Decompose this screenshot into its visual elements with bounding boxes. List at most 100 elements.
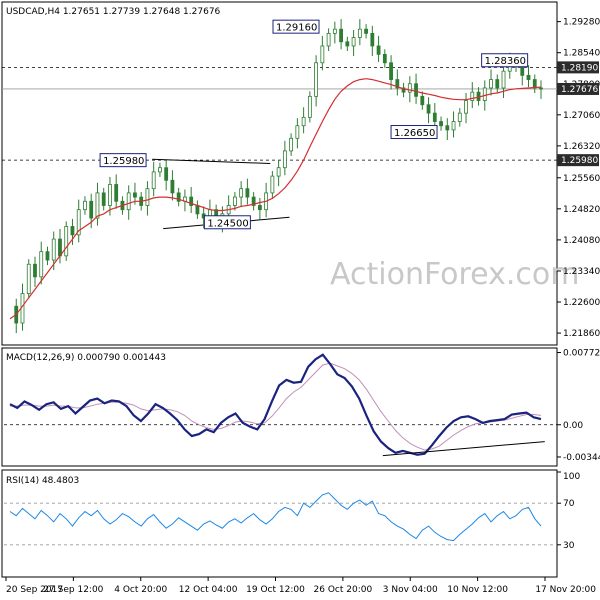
rsi-panel-frame <box>1 469 558 578</box>
rsi-axis: 100 70 30 <box>557 471 580 551</box>
price-tag-label: 1.25980 <box>561 156 598 166</box>
macd-line <box>9 353 542 456</box>
candle-body <box>39 251 44 278</box>
price-callout-box <box>99 153 147 168</box>
candle-body <box>401 87 406 93</box>
candle-body <box>457 112 462 122</box>
price-axis: 1.292801.285401.278001.270601.263201.255… <box>557 18 600 339</box>
rsi-tick-label: 70 <box>563 499 575 509</box>
rsi-panel-title: RSI(14) 48.4803 <box>6 476 79 486</box>
candle-body <box>414 83 418 97</box>
price-tick-label: 1.25560 <box>563 174 600 184</box>
price-callout: 1.25980 <box>99 153 147 168</box>
price-tag: 1.25980 <box>557 154 599 167</box>
candle-body <box>382 53 387 64</box>
candle-body <box>364 28 368 34</box>
candle-body <box>432 112 437 122</box>
watermark: ActionForex.com <box>330 257 579 292</box>
price-tag: 1.28190 <box>557 61 599 74</box>
price-callout-label: 1.29160 <box>276 23 317 34</box>
candle-body <box>64 226 69 257</box>
candle-body <box>145 188 150 206</box>
candle-body <box>289 137 294 152</box>
macd-axis: 0.007728 0.00 -0.003448 <box>557 349 600 463</box>
candle-body <box>276 167 281 177</box>
candle-body <box>451 121 456 131</box>
price-tag: 1.27676 <box>557 82 599 95</box>
candle-body <box>295 125 300 139</box>
moving-average-line <box>9 78 542 320</box>
candle-body <box>389 62 393 80</box>
candle-body <box>45 251 50 261</box>
price-panel: USDCAD,H4 1.27651 1.27739 1.27648 1.2767… <box>1 1 600 346</box>
candle-body <box>26 263 31 295</box>
price-panel-title: USDCAD,H4 1.27651 1.27739 1.27648 1.2767… <box>6 7 221 17</box>
macd-tick-label: 0.00 <box>563 421 583 431</box>
time-tick-label: 12 Oct 04:00 <box>179 585 238 595</box>
time-tick-label: 4 Oct 20:00 <box>114 585 167 595</box>
candle-body <box>170 179 175 194</box>
candle-body <box>251 196 256 206</box>
candle-body <box>464 100 468 114</box>
price-tick-label: 1.24080 <box>563 236 600 246</box>
candle-body <box>357 28 362 38</box>
candle-body <box>489 79 493 89</box>
candle-body <box>526 74 531 80</box>
candle-body <box>158 167 162 173</box>
price-callout-box <box>272 19 320 34</box>
candle-body <box>164 167 169 181</box>
candle-body <box>532 79 537 89</box>
price-tick-label: 1.24820 <box>563 205 600 215</box>
price-tick-label: 1.23340 <box>563 267 600 277</box>
price-callout: 1.28360 <box>481 53 529 68</box>
price-callout-label: 1.28360 <box>485 56 526 67</box>
price-tag-label: 1.28190 <box>561 63 598 73</box>
candle-body <box>76 209 81 236</box>
candle-body <box>51 238 56 261</box>
time-tick-label: 19 Oct 12:00 <box>246 585 305 595</box>
price-callouts: 1.29160 1.28360 1.26650 1.25980 1.24500 <box>99 19 529 230</box>
candle-body <box>395 79 400 89</box>
candle-body <box>420 95 425 106</box>
candle-body <box>108 184 112 206</box>
rsi-line <box>9 492 542 542</box>
candle-body <box>151 171 156 190</box>
candle-body <box>439 121 443 127</box>
candle-body <box>176 192 181 202</box>
price-callout-label: 1.26650 <box>394 128 435 139</box>
candle-body <box>257 205 262 211</box>
candle-body <box>445 125 450 131</box>
candle-body <box>270 175 275 194</box>
candle-body <box>339 28 343 43</box>
time-tick-label: 27 Sep 12:00 <box>43 585 103 595</box>
price-callout-label: 1.24500 <box>207 218 248 229</box>
candle-body <box>114 184 119 202</box>
candle-body <box>301 116 306 127</box>
price-tag-box <box>557 154 599 167</box>
candle-body <box>239 188 244 198</box>
price-callout: 1.29160 <box>272 19 320 34</box>
candle-body <box>326 32 331 47</box>
candle-body <box>320 45 325 64</box>
candle-body <box>426 104 431 114</box>
time-tick-label: 20 Sep 2017 <box>6 585 63 595</box>
time-tick-label: 10 Nov 12:00 <box>447 585 508 595</box>
upper-trendline <box>152 158 271 165</box>
candle-body <box>195 205 200 215</box>
price-callout-label: 1.25980 <box>103 156 144 167</box>
candle-body <box>345 41 350 47</box>
price-tick-label: 1.28540 <box>563 49 600 59</box>
macd-panel: MACD(12,26,9) 0.000790 0.001443 0.007728… <box>1 347 600 467</box>
macd-signal-line <box>10 362 542 451</box>
candle-body <box>83 200 87 211</box>
price-callout: 1.24500 <box>203 215 251 230</box>
candle-body <box>101 192 106 206</box>
macd-tick-label: 0.007728 <box>563 349 600 359</box>
rsi-panel: RSI(14) 48.4803 100 70 30 <box>1 469 580 578</box>
candle-body <box>307 95 312 118</box>
time-tick-label: 17 Nov 20:00 <box>535 585 596 595</box>
candle-body <box>495 79 500 89</box>
candle-body <box>245 188 250 198</box>
